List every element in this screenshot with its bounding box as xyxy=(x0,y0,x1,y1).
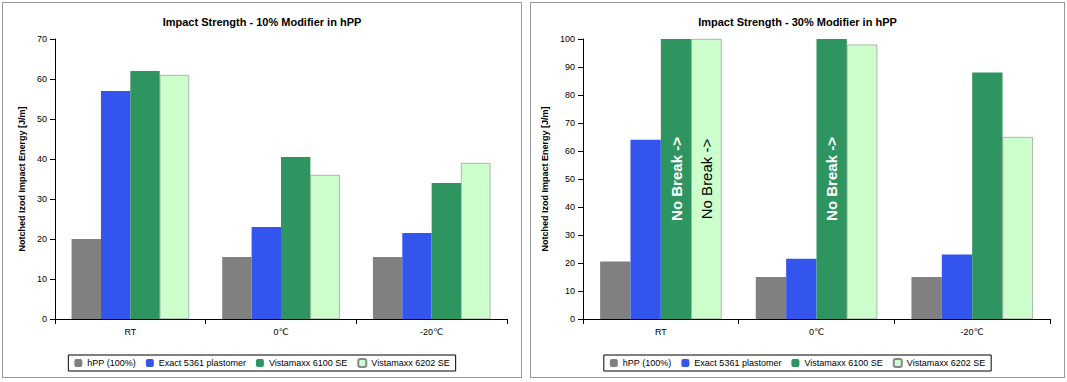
svg-text:70: 70 xyxy=(565,118,575,128)
svg-text:Impact Strength - 30% Modifier: Impact Strength - 30% Modifier in hPP xyxy=(698,16,897,28)
svg-text:0: 0 xyxy=(570,314,575,324)
svg-text:hPP (100%): hPP (100%) xyxy=(623,358,671,368)
svg-text:100: 100 xyxy=(560,34,575,44)
svg-text:Vistamaxx 6202 SE: Vistamaxx 6202 SE xyxy=(907,358,985,368)
svg-text:60: 60 xyxy=(565,146,575,156)
svg-text:Exact 5361 plastomer: Exact 5361 plastomer xyxy=(694,358,781,368)
svg-text:-20℃: -20℃ xyxy=(961,327,984,337)
svg-text:Exact 5361 plastomer: Exact 5361 plastomer xyxy=(159,358,246,368)
svg-text:RT: RT xyxy=(124,327,136,337)
svg-text:0℃: 0℃ xyxy=(809,327,824,337)
svg-text:hPP (100%): hPP (100%) xyxy=(87,358,135,368)
svg-text:No Break ->: No Break -> xyxy=(823,137,840,221)
svg-text:0℃: 0℃ xyxy=(273,327,288,337)
svg-text:90: 90 xyxy=(565,62,575,72)
svg-text:40: 40 xyxy=(565,202,575,212)
svg-text:10: 10 xyxy=(565,286,575,296)
svg-text:0: 0 xyxy=(42,314,47,324)
svg-text:RT: RT xyxy=(655,327,667,337)
svg-text:30: 30 xyxy=(565,230,575,240)
svg-text:Vistamaxx 6100 SE: Vistamaxx 6100 SE xyxy=(804,358,882,368)
svg-text:Notched Izod Impact Energy [J/: Notched Izod Impact Energy [J/m] xyxy=(17,106,27,251)
svg-text:Vistamaxx 6202 SE: Vistamaxx 6202 SE xyxy=(371,358,449,368)
svg-text:80: 80 xyxy=(565,90,575,100)
svg-text:30: 30 xyxy=(37,194,47,204)
svg-text:20: 20 xyxy=(37,234,47,244)
svg-text:Vistamaxx 6100 SE: Vistamaxx 6100 SE xyxy=(269,358,347,368)
svg-text:50: 50 xyxy=(37,114,47,124)
svg-text:70: 70 xyxy=(37,34,47,44)
svg-text:Notched Izod Impact Energy [J/: Notched Izod Impact Energy [J/m] xyxy=(540,106,550,251)
svg-text:50: 50 xyxy=(565,174,575,184)
svg-text:No Break ->: No Break -> xyxy=(668,137,685,221)
svg-text:Impact Strength - 10% Modifier: Impact Strength - 10% Modifier in hPP xyxy=(163,16,362,28)
svg-text:10: 10 xyxy=(37,274,47,284)
svg-text:No Break ->: No Break -> xyxy=(698,139,715,220)
svg-text:20: 20 xyxy=(565,258,575,268)
svg-text:60: 60 xyxy=(37,74,47,84)
svg-text:40: 40 xyxy=(37,154,47,164)
svg-text:-20℃: -20℃ xyxy=(420,327,443,337)
